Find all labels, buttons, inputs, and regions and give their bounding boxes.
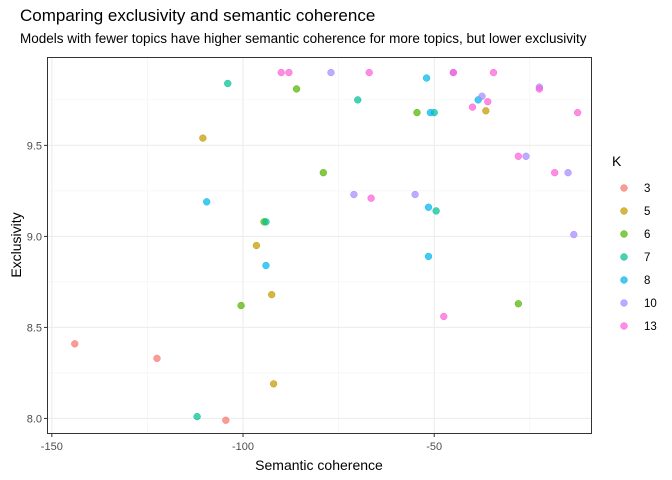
data-point-k7 (432, 207, 440, 215)
data-point-k13 (514, 152, 522, 160)
legend-label-5: 5 (644, 206, 650, 218)
data-point-k3 (153, 354, 161, 363)
x-axis-label: Semantic coherence (255, 457, 383, 473)
data-point-k5 (199, 134, 207, 142)
data-point-k7 (354, 96, 362, 104)
data-point-k8 (262, 261, 270, 270)
y-tick-label: 8.5 (27, 322, 42, 334)
data-point-k10 (570, 230, 578, 239)
legend-key-5 (620, 207, 628, 215)
data-point-k6 (237, 301, 245, 310)
legend-label-7: 7 (644, 252, 650, 264)
grid-lines (48, 58, 591, 433)
data-point-k13 (484, 98, 492, 106)
y-tick-label: 9.0 (27, 231, 42, 243)
data-point-k8 (424, 203, 433, 211)
x-tick-label: -150 (41, 441, 63, 453)
y-tick-label: 8.0 (27, 413, 42, 425)
data-point-k13 (277, 68, 285, 77)
legend-label-13: 13 (644, 321, 657, 333)
chart-subtitle: Models with fewer topics have higher sem… (20, 31, 587, 46)
legend-key-3 (620, 184, 628, 192)
data-point-k13 (535, 85, 544, 93)
data-point-k13 (365, 68, 373, 77)
data-point-k6 (292, 85, 301, 93)
data-point-k5 (268, 291, 276, 299)
data-point-k7 (224, 79, 232, 88)
data-point-k10 (327, 68, 335, 77)
data-point-k3 (222, 416, 230, 424)
axes: -150 -100 -50 8.0 8.5 9.0 9.5 (27, 140, 442, 453)
y-tick-label: 9.5 (27, 140, 42, 152)
legend: K 3 5 6 7 8 10 13 (612, 153, 657, 333)
data-point-k10 (411, 190, 419, 199)
x-tick-label: -50 (426, 441, 442, 453)
legend-key-7 (620, 253, 628, 261)
data-point-k8 (424, 252, 433, 261)
data-points (71, 68, 582, 424)
data-point-k13 (468, 103, 477, 111)
data-point-k8 (426, 108, 435, 117)
legend-key-10 (620, 299, 628, 307)
data-point-k13 (449, 68, 457, 77)
legend-key-13 (620, 322, 628, 330)
plot-panel-border (47, 57, 592, 434)
legend-key-6 (620, 230, 628, 238)
x-tick-label: -100 (232, 441, 254, 453)
legend-key-8 (620, 276, 628, 284)
data-point-k6 (413, 108, 421, 117)
data-point-k13 (573, 108, 582, 117)
data-point-k6 (514, 300, 522, 308)
data-point-k8 (422, 74, 431, 82)
data-point-k10 (522, 152, 530, 160)
chart-title: Comparing exclusivity and semantic coher… (20, 6, 376, 25)
data-point-k10 (350, 190, 358, 199)
data-point-k7 (262, 218, 270, 226)
data-point-k7 (193, 412, 201, 421)
data-point-k10 (564, 169, 572, 177)
data-point-k8 (203, 198, 211, 206)
data-point-k5 (252, 241, 261, 250)
data-point-k5 (482, 107, 490, 115)
data-point-k13 (440, 312, 448, 321)
data-point-k13 (551, 169, 559, 177)
legend-label-8: 8 (644, 275, 650, 287)
legend-label-10: 10 (644, 298, 657, 310)
data-point-k13 (367, 194, 375, 202)
data-point-k3 (71, 340, 79, 348)
data-point-k10 (478, 92, 486, 100)
legend-label-6: 6 (644, 229, 650, 241)
legend-label-3: 3 (644, 183, 650, 195)
data-point-k6 (319, 169, 327, 177)
legend-title: K (612, 153, 622, 169)
data-point-k13 (285, 68, 293, 77)
data-point-k13 (489, 68, 498, 77)
data-point-k5 (269, 380, 278, 388)
y-axis-label: Exclusivity (8, 212, 24, 277)
